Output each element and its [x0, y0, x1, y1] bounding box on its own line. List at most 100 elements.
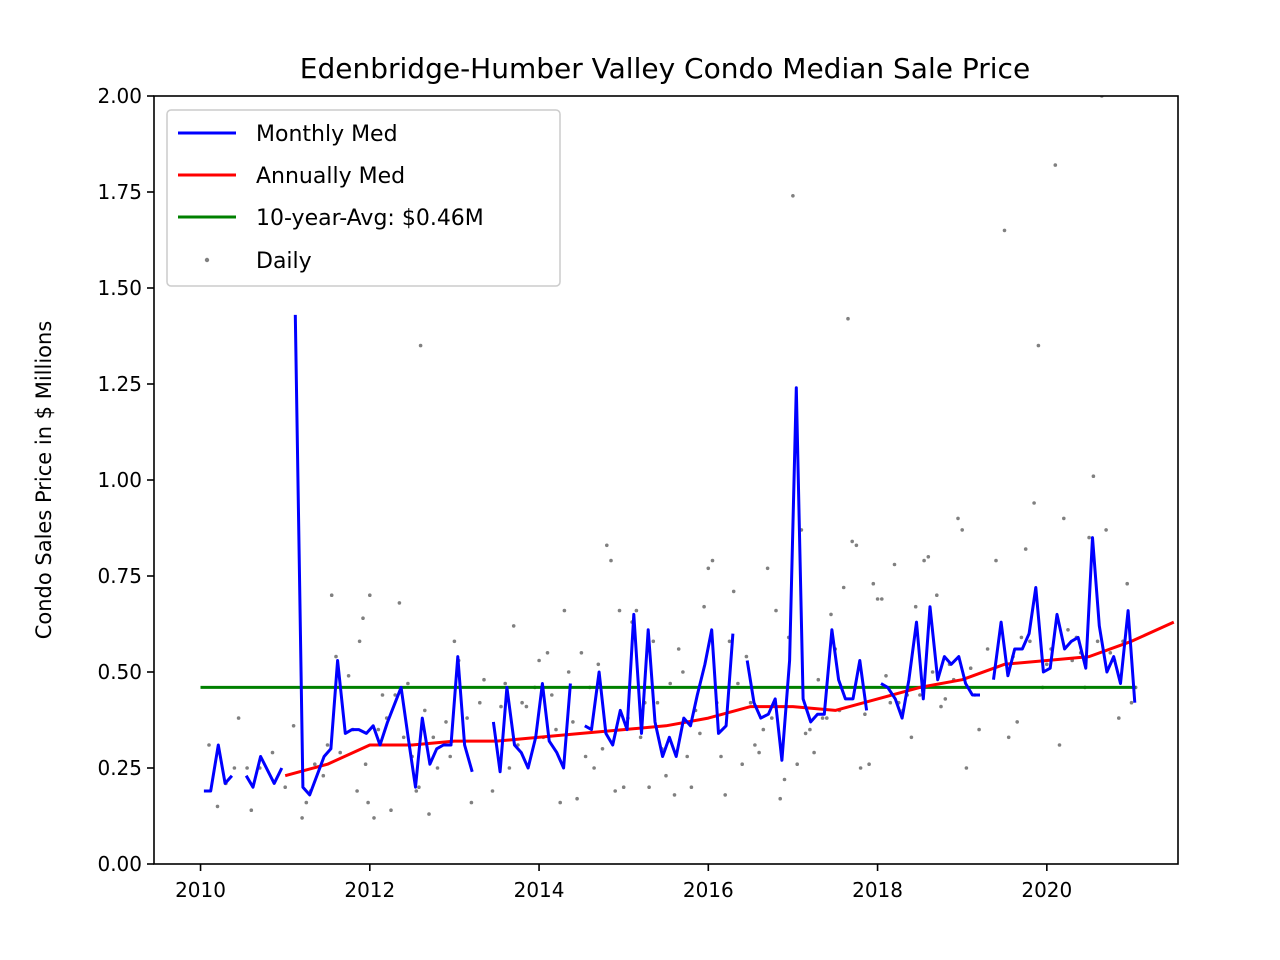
daily-point-39 [417, 785, 421, 789]
chart-title: Edenbridge-Humber Valley Condo Median Sa… [300, 52, 1030, 85]
daily-point-111 [744, 654, 749, 659]
daily-point-120 [782, 777, 787, 782]
daily-point-173 [1019, 635, 1024, 640]
x-tick-label-2020: 2020 [1021, 878, 1072, 902]
daily-point-196 [1117, 716, 1121, 720]
x-tick-label-2014: 2014 [514, 878, 565, 902]
daily-point-5 [245, 766, 249, 770]
daily-point-135 [846, 316, 850, 321]
daily-point-88 [647, 785, 651, 789]
daily-point-40 [418, 343, 423, 348]
daily-point-177 [1036, 343, 1041, 348]
legend-daily-label: Daily [256, 249, 312, 274]
daily-point-170 [1006, 735, 1011, 740]
daily-point-101 [702, 604, 706, 609]
daily-point-28 [372, 816, 376, 820]
daily-point-53 [490, 789, 495, 793]
daily-point-47 [452, 639, 457, 644]
daily-point-49 [465, 716, 469, 720]
daily-point-190 [1091, 474, 1096, 479]
daily-point-12 [304, 800, 309, 805]
daily-point-154 [926, 555, 931, 559]
daily-point-182 [1057, 743, 1062, 747]
daily-point-6 [249, 808, 254, 812]
daily-point-8 [270, 750, 275, 755]
daily-point-81 [617, 608, 622, 613]
daily-point-123 [795, 762, 799, 766]
daily-point-27 [368, 593, 372, 597]
annual-median-line [284, 620, 1175, 778]
daily-point-109 [736, 681, 740, 686]
daily-point-92 [664, 773, 668, 778]
y-tick-label-0: 0.00 [97, 852, 142, 876]
y-tick-label-7: 1.75 [97, 180, 142, 204]
daily-point-30 [380, 693, 385, 697]
legend-ten-year-avg-label: 10-year-Avg: $0.46M [256, 206, 484, 231]
daily-point-168 [994, 558, 998, 563]
daily-point-129 [820, 716, 825, 720]
daily-point-115 [761, 727, 766, 732]
daily-point-172 [1015, 720, 1019, 724]
daily-point-36 [406, 681, 410, 686]
y-tick-label-3: 0.75 [97, 564, 142, 588]
monthly-median-segment-3 [491, 682, 572, 774]
daily-point-174 [1023, 547, 1028, 551]
daily-point-96 [681, 670, 685, 674]
daily-point-59 [520, 700, 524, 705]
daily-point-155 [930, 670, 935, 674]
daily-point-68 [562, 608, 567, 613]
daily-point-119 [778, 796, 782, 801]
daily-point-112 [748, 700, 753, 705]
daily-point-80 [613, 789, 617, 793]
daily-point-73 [583, 754, 588, 759]
daily-point-108 [731, 589, 736, 594]
daily-point-66 [554, 727, 558, 732]
daily-point-100 [698, 731, 702, 736]
daily-point-184 [1066, 628, 1070, 632]
daily-point-75 [592, 766, 596, 770]
daily-point-32 [389, 808, 393, 812]
daily-point-194 [1108, 651, 1113, 655]
legend-daily-swatch [204, 257, 210, 263]
daily-point-150 [909, 735, 914, 740]
daily-point-118 [774, 608, 778, 613]
daily-point-142 [875, 597, 880, 601]
series-group [200, 96, 1175, 820]
daily-point-1 [215, 804, 220, 809]
daily-point-158 [943, 697, 948, 701]
monthly-median-segment-7 [992, 536, 1137, 703]
daily-point-14 [313, 762, 317, 766]
daily-point-70 [571, 720, 575, 724]
daily-point-140 [867, 762, 871, 766]
daily-point-62 [537, 658, 541, 663]
daily-point-10 [291, 724, 296, 728]
x-tick-label-2010: 2010 [175, 878, 226, 902]
monthly-median-segment-0 [203, 743, 234, 793]
y-tick-label-1: 0.25 [97, 756, 142, 780]
daily-point-117 [770, 716, 774, 720]
daily-point-15 [321, 773, 326, 778]
daily-point-52 [482, 677, 486, 682]
daily-point-131 [829, 612, 833, 617]
daily-point-38 [414, 789, 419, 793]
daily-point-82 [621, 785, 626, 789]
daily-point-65 [550, 693, 554, 697]
daily-point-35 [401, 735, 406, 740]
daily-point-167 [985, 647, 990, 651]
daily-point-126 [808, 727, 812, 732]
daily-point-41 [423, 708, 427, 713]
daily-point-19 [338, 750, 343, 755]
daily-point-89 [651, 639, 656, 644]
daily-point-175 [1028, 639, 1032, 644]
daily-point-20 [346, 674, 351, 678]
y-tick-label-4: 1.00 [97, 468, 142, 492]
daily-point-24 [361, 616, 365, 620]
daily-point-110 [740, 762, 744, 766]
daily-point-11 [300, 816, 304, 820]
daily-point-163 [964, 766, 969, 770]
daily-point-105 [719, 754, 723, 759]
daily-point-162 [960, 528, 964, 532]
daily-point-113 [753, 743, 757, 747]
daily-point-56 [507, 766, 512, 770]
daily-point-18 [334, 654, 338, 659]
